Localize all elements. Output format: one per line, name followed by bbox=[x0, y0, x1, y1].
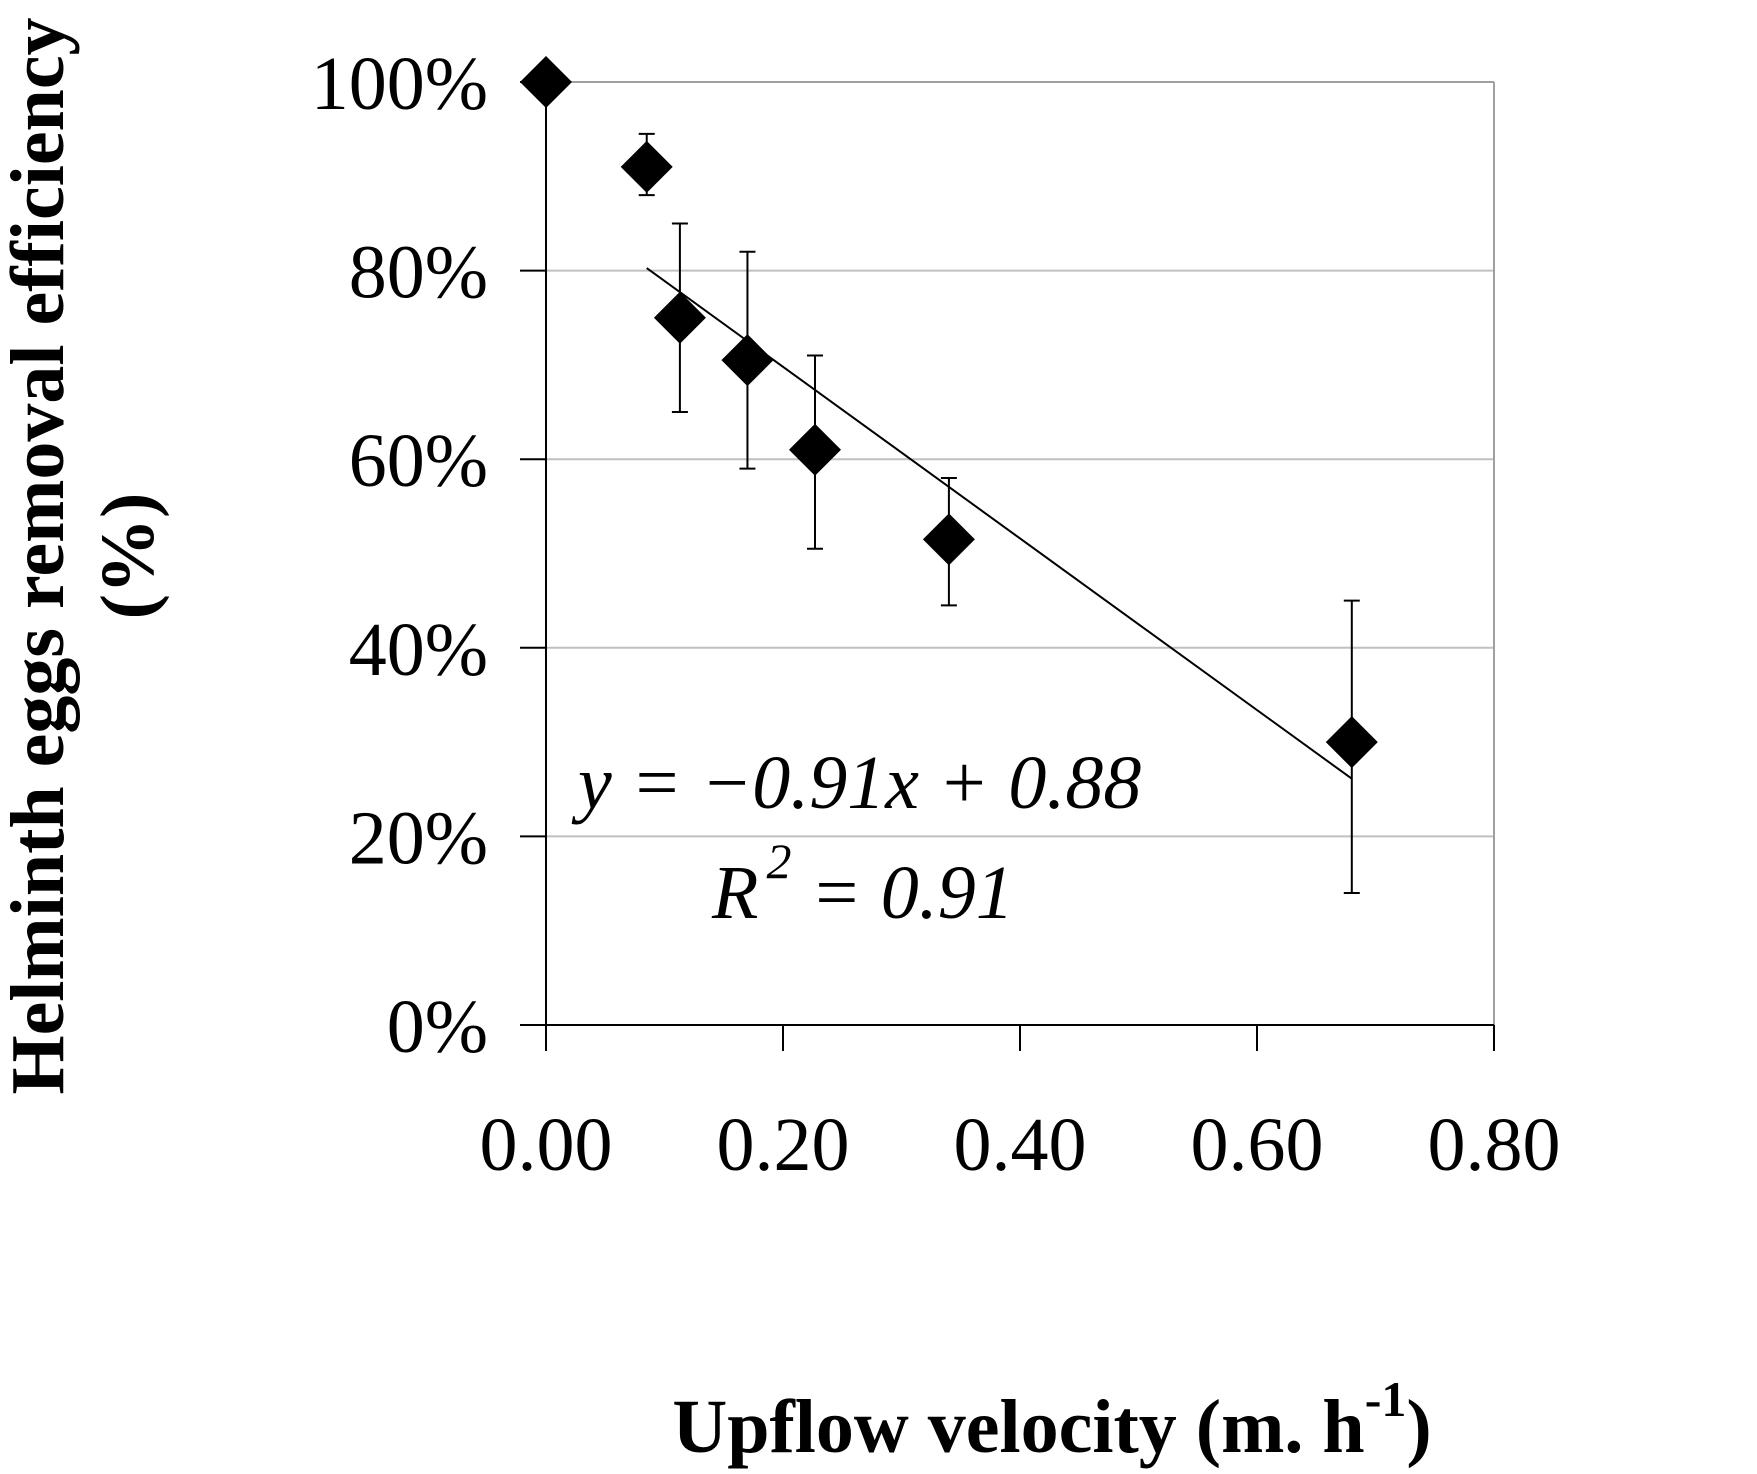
x-tick-label-4: 0.80 bbox=[1428, 1103, 1561, 1187]
y-tick-label-0: 0% bbox=[387, 985, 488, 1069]
x-tick-label-2: 0.40 bbox=[954, 1103, 1087, 1187]
y-tick-label-3: 60% bbox=[349, 419, 488, 503]
y-tick-label-1: 20% bbox=[349, 796, 488, 880]
r-squared-prefix: R bbox=[711, 851, 758, 935]
r-squared-superscript: 2 bbox=[766, 833, 791, 889]
r-squared-value: = 0.91 bbox=[791, 851, 1013, 935]
x-axis-title-main: Upflow velocity (m. h bbox=[672, 1385, 1364, 1469]
y-axis-title-line1: Helminth eggs removal efficiency bbox=[0, 17, 80, 1094]
x-tick-label-0: 0.00 bbox=[480, 1103, 613, 1187]
data-point-3 bbox=[721, 334, 774, 387]
x-axis-ticks: 0.00 0.20 0.40 0.60 0.80 bbox=[480, 1025, 1561, 1187]
data-point-1 bbox=[620, 140, 673, 193]
data-point-4 bbox=[788, 423, 841, 476]
data-point-6 bbox=[1325, 716, 1378, 769]
data-point-5 bbox=[922, 513, 975, 566]
y-axis-title-line2: (%) bbox=[86, 493, 170, 620]
y-axis-ticks: 0% 20% 40% 60% 80% 100% bbox=[311, 42, 546, 1069]
y-tick-label-2: 40% bbox=[349, 608, 488, 692]
y-tick-label-5: 100% bbox=[311, 42, 488, 126]
equation-annotation: y = −0.91x + 0.88 bbox=[571, 741, 1141, 825]
data-points bbox=[520, 56, 1378, 769]
x-tick-label-1: 0.20 bbox=[717, 1103, 850, 1187]
x-tick-label-3: 0.60 bbox=[1191, 1103, 1324, 1187]
x-axis-title-superscript: -1 bbox=[1365, 1371, 1407, 1427]
data-point-2 bbox=[653, 291, 706, 344]
grid-lines bbox=[546, 269, 1494, 838]
x-axis-title: Upflow velocity (m. h-1) bbox=[672, 1371, 1431, 1469]
x-axis-title-end: ) bbox=[1406, 1385, 1431, 1469]
y-tick-label-4: 80% bbox=[349, 231, 488, 315]
plot-area bbox=[520, 81, 1495, 1051]
